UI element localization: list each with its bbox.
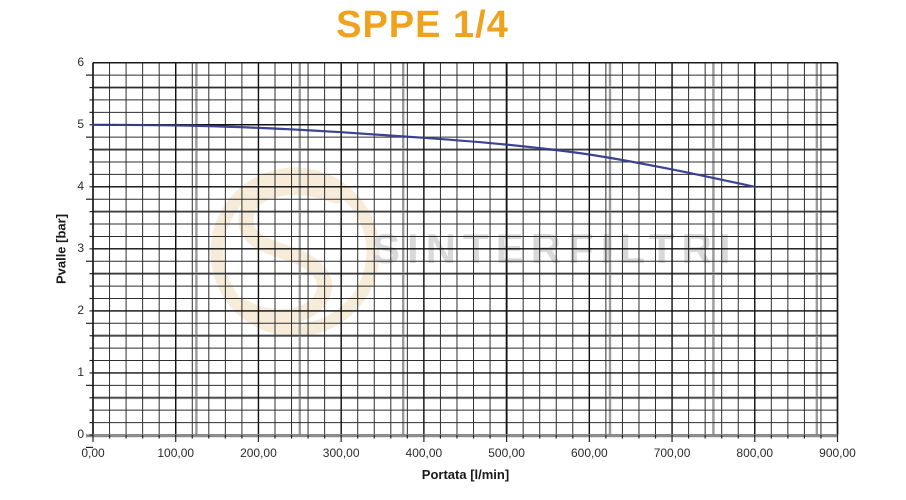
x-tick-label: 800,00 xyxy=(736,446,774,460)
series-line-sppe-1-4 xyxy=(91,123,756,188)
axis-layer xyxy=(86,61,839,449)
y-tick-label: 4 xyxy=(77,178,84,193)
watermark-logo-icon xyxy=(210,167,380,337)
y-tick-label: 2 xyxy=(77,302,84,317)
y-tick-label: 6 xyxy=(77,54,84,69)
x-tick-label: 0,00 xyxy=(81,446,105,460)
x-tick-label: 700,00 xyxy=(653,446,691,460)
y-tick-label: 1 xyxy=(77,364,84,379)
x-tick-label: 600,00 xyxy=(570,446,608,460)
x-tick-label: 500,00 xyxy=(488,446,525,460)
x-axis-title: Portata [l/min] xyxy=(421,467,510,482)
y-tick-label: 3 xyxy=(77,240,84,255)
y-tick-label: 5 xyxy=(77,116,84,131)
x-tick-label: 900,00 xyxy=(819,446,856,460)
x-tick-label: 100,00 xyxy=(157,446,195,460)
y-tick-label: 0 xyxy=(77,427,84,441)
x-tick-label: 200,00 xyxy=(240,446,277,460)
chart-title: SPPE 1/4 xyxy=(336,4,509,46)
grid-layer xyxy=(92,62,839,436)
x-tick-label: 300,00 xyxy=(322,446,360,460)
x-tick-label: 400,00 xyxy=(405,446,443,460)
